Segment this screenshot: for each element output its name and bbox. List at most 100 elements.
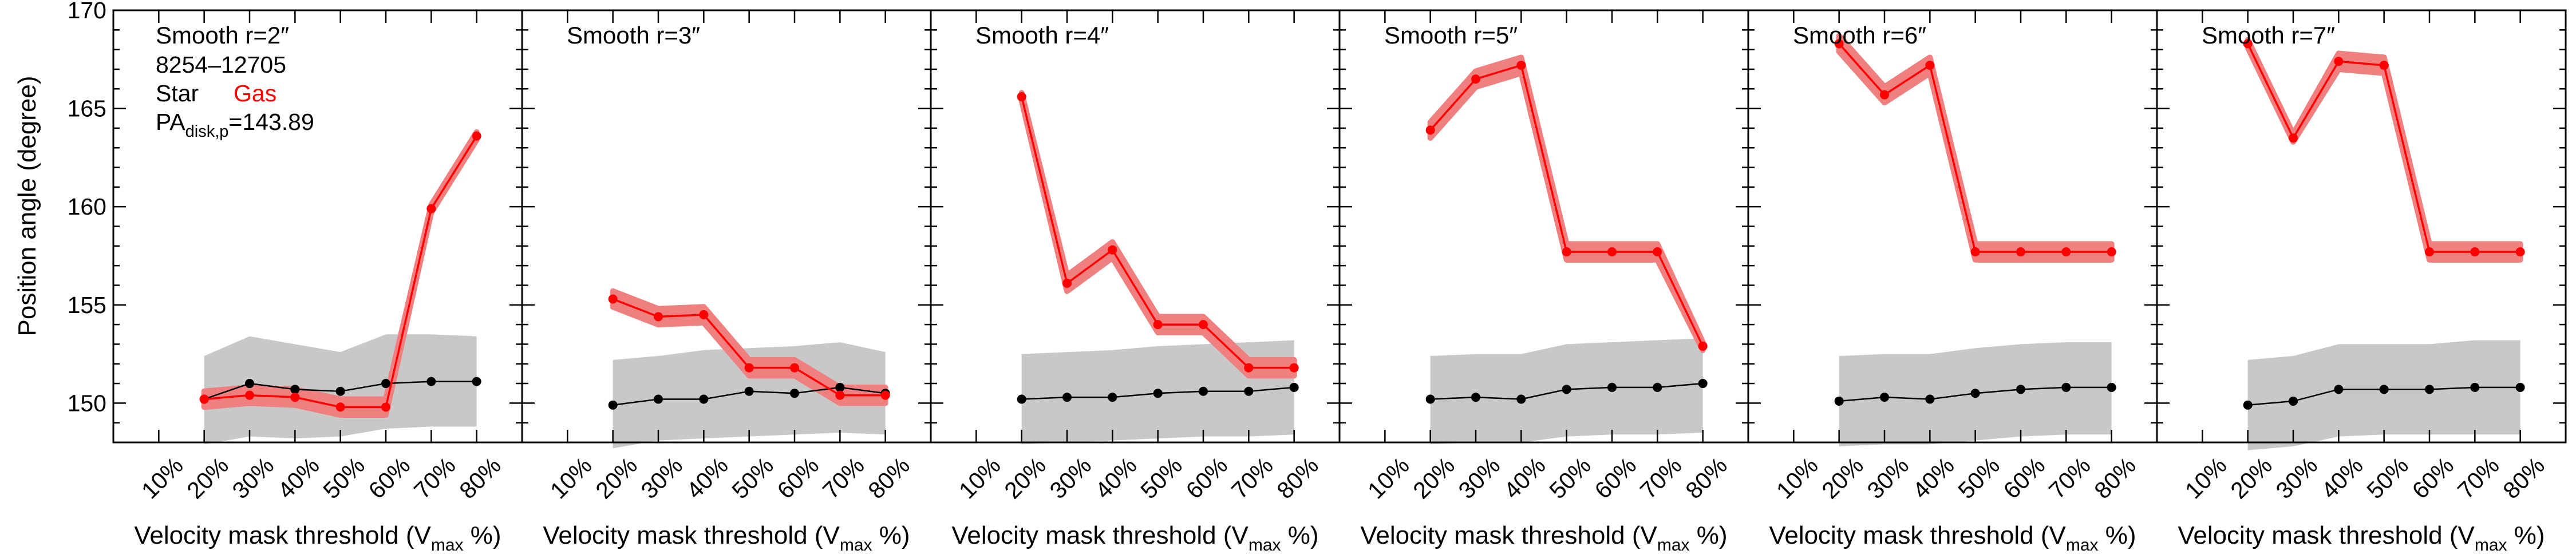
star-point: [1698, 379, 1708, 389]
gas-point: [1834, 39, 1844, 49]
gas-point: [1516, 61, 1526, 70]
x-tick-label: 30%: [1045, 452, 1097, 504]
y-tick-label: 150: [68, 390, 106, 416]
gas-point: [2379, 61, 2389, 70]
x-tick-label: 60%: [2407, 452, 2459, 504]
gas-point: [835, 390, 845, 400]
x-tick-label: 20%: [1408, 452, 1460, 504]
gas-point: [381, 402, 390, 412]
x-axis-label-main: Velocity mask threshold (V: [2178, 521, 2475, 549]
x-axis-label: Velocity mask threshold (Vmax %): [1769, 521, 2136, 555]
x-tick-label: 80%: [1271, 452, 1323, 504]
panel-title: Smooth r=4″: [975, 22, 1109, 49]
x-tick-label: 70%: [409, 452, 461, 504]
y-axis-label: Position angle (degree): [13, 76, 41, 337]
star-point: [744, 386, 754, 396]
x-axis-label-sub: max: [1249, 536, 1281, 555]
star-point: [2243, 400, 2253, 410]
gas-point: [1062, 279, 1072, 288]
gas-point: [1562, 247, 1571, 257]
x-tick-label: 40%: [1499, 452, 1551, 504]
panel-title: Smooth r=5″: [1384, 22, 1518, 49]
panel-3: 10%20%30%40%50%60%70%80% Velocity mask th…: [930, 9, 1341, 555]
star-point: [1244, 386, 1254, 396]
star-point: [1017, 394, 1026, 404]
gas-point: [654, 312, 663, 322]
x-tick-label: 20%: [1816, 452, 1868, 504]
gas-band: [610, 288, 888, 406]
star-point: [2061, 382, 2071, 392]
x-tick-label: 30%: [1862, 452, 1914, 504]
x-tick-label: 70%: [1226, 452, 1278, 504]
gas-point: [1108, 245, 1117, 255]
x-tick-label: 70%: [1635, 452, 1687, 504]
gas-point: [2289, 133, 2298, 143]
x-tick-label: 60%: [1998, 452, 2050, 504]
x-tick-label: 30%: [1453, 452, 1506, 504]
gas-point: [1653, 247, 1662, 257]
star-point: [1925, 394, 1935, 404]
gas-point: [1471, 74, 1480, 84]
gas-line: [1429, 64, 1704, 347]
gas-point: [699, 310, 709, 319]
star-point: [1199, 386, 1208, 396]
star-point: [472, 377, 481, 386]
x-tick-label: 10%: [1771, 452, 1823, 504]
x-tick-label: 70%: [2452, 452, 2504, 504]
star-point: [1607, 382, 1617, 392]
gas-point: [426, 204, 436, 213]
x-tick-label: 50%: [1953, 452, 2005, 504]
gas-band: [1018, 90, 1297, 379]
pa-prefix: PA: [156, 109, 185, 135]
star-point: [608, 400, 618, 410]
x-tick-label: 80%: [1680, 452, 1732, 504]
x-tick-label: 60%: [364, 452, 416, 504]
panel-title: Smooth r=2″: [156, 22, 289, 49]
x-axis-label-main: Velocity mask threshold (V: [134, 521, 431, 549]
gas-point: [2334, 57, 2344, 66]
y-tick-label: 160: [68, 193, 106, 220]
star-point: [2016, 385, 2025, 394]
x-tick-label: 50%: [318, 452, 370, 504]
x-axis-label: Velocity mask threshold (Vmax %): [1360, 521, 1727, 555]
pa-sub: disk,p: [185, 122, 229, 141]
y-tick-label: 165: [68, 96, 106, 122]
y-tick-label: 155: [68, 292, 106, 318]
panel-2: 10%20%30%40%50%60%70%80% Velocity mask th…: [521, 9, 932, 555]
x-tick-label: 20%: [999, 452, 1051, 504]
galaxy-id: 8254–12705: [156, 52, 286, 78]
x-axis-label-tail: %): [464, 521, 501, 549]
star-point: [2334, 385, 2344, 394]
gas-point: [1199, 320, 1208, 330]
star-point: [426, 377, 436, 386]
gas-point: [1970, 247, 1980, 257]
star-point: [699, 394, 709, 404]
x-tick-label: 30%: [636, 452, 688, 504]
star-point: [2379, 385, 2389, 394]
x-axis-label-main: Velocity mask threshold (V: [951, 521, 1249, 549]
gas-point: [2061, 247, 2071, 257]
star-point: [1062, 393, 1072, 402]
x-axis-label-tail: %): [1281, 521, 1319, 549]
star-point: [2470, 382, 2480, 392]
star-point: [2289, 396, 2298, 406]
x-tick-label: 80%: [2498, 452, 2550, 504]
x-tick-label: 60%: [1181, 452, 1233, 504]
star-point: [1471, 393, 1480, 402]
x-axis-label-sub: max: [2475, 536, 2507, 555]
gas-point: [335, 402, 345, 412]
star-point: [381, 379, 390, 389]
star-point: [1516, 394, 1526, 404]
x-tick-label: 50%: [726, 452, 779, 504]
x-tick-label: 20%: [181, 452, 234, 504]
gas-point: [1244, 363, 1254, 373]
star-point: [2107, 382, 2116, 392]
star-point: [1289, 382, 1299, 392]
x-tick-label: 10%: [1362, 452, 1415, 504]
gas-band: [2245, 37, 2523, 263]
panel-4: 10%20%30%40%50%60%70%80% Velocity mask th…: [1338, 9, 1749, 555]
x-axis-label: Velocity mask threshold (Vmax %): [2178, 521, 2545, 555]
x-tick-label: 30%: [2271, 452, 2323, 504]
gas-point: [790, 363, 799, 373]
